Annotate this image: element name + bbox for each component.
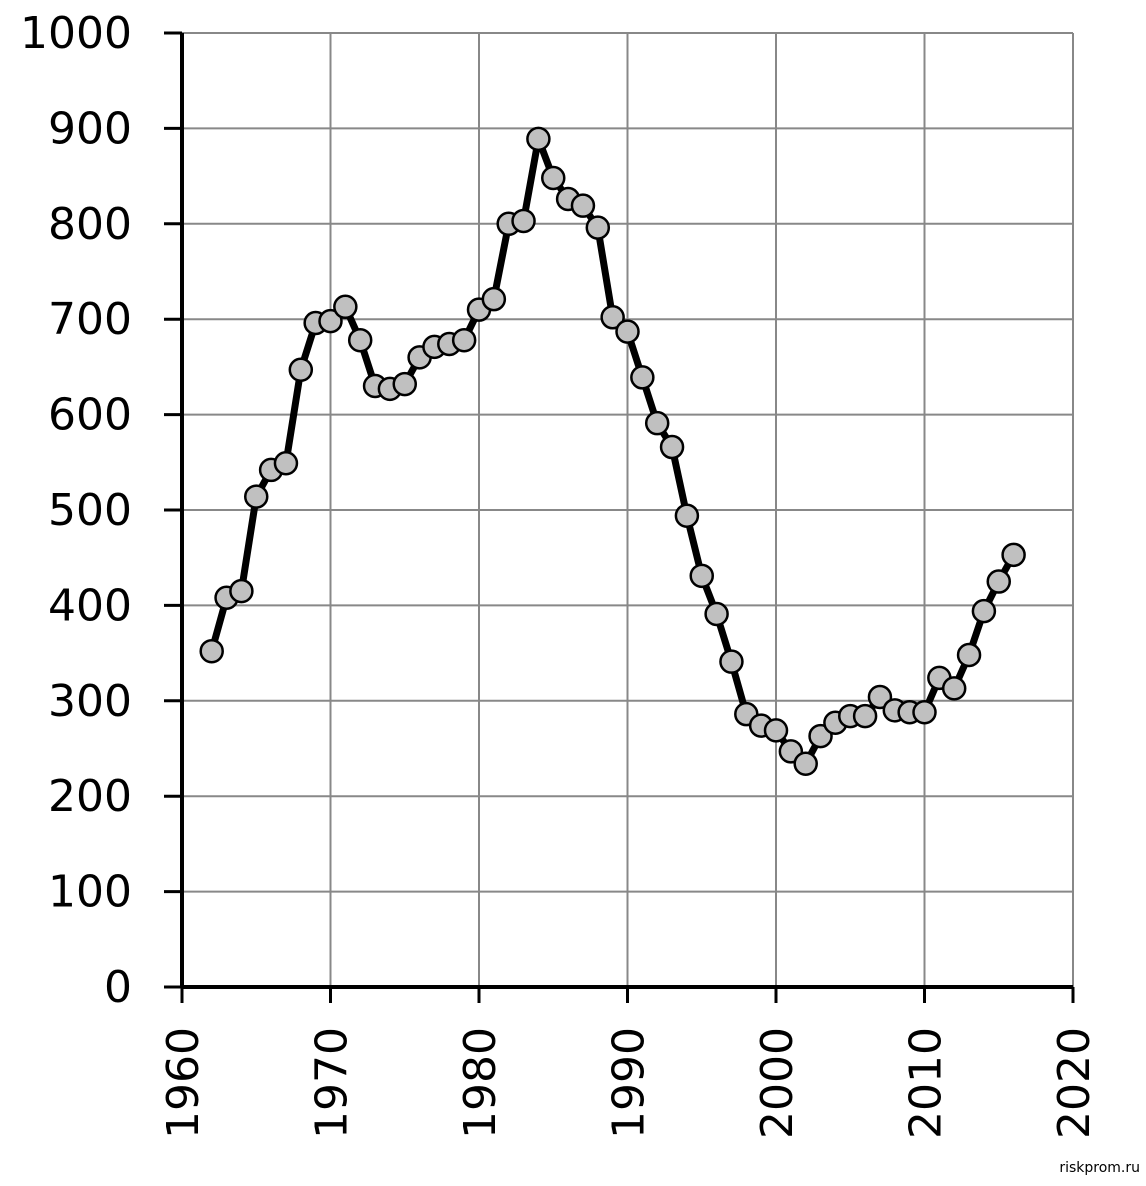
point bbox=[986, 569, 1011, 594]
point bbox=[244, 484, 269, 509]
point bbox=[229, 578, 254, 604]
point bbox=[659, 434, 685, 460]
y-tick-label: 200 bbox=[48, 771, 132, 822]
point bbox=[704, 601, 729, 627]
point bbox=[763, 718, 789, 743]
point bbox=[333, 294, 358, 320]
y-tick-label: 100 bbox=[48, 867, 132, 918]
watermark: riskprom.ru bbox=[1059, 1160, 1140, 1176]
point bbox=[570, 193, 596, 218]
point bbox=[511, 208, 536, 234]
y-tick-label: 500 bbox=[48, 485, 132, 536]
point bbox=[674, 503, 700, 528]
point bbox=[451, 327, 477, 353]
point bbox=[541, 165, 566, 191]
x-tick-label: 1990 bbox=[604, 1027, 655, 1139]
y-tick-label: 300 bbox=[48, 676, 132, 727]
point bbox=[526, 126, 551, 152]
y-tick-label: 0 bbox=[104, 962, 132, 1013]
x-tick-label: 1980 bbox=[455, 1027, 506, 1139]
point bbox=[585, 215, 611, 240]
y-tick-label: 600 bbox=[48, 390, 132, 441]
point bbox=[199, 638, 224, 664]
point bbox=[1001, 542, 1026, 568]
x-tick-label: 2000 bbox=[752, 1027, 803, 1139]
point bbox=[273, 451, 299, 476]
point bbox=[630, 365, 655, 390]
point bbox=[318, 308, 343, 334]
point bbox=[793, 751, 818, 777]
x-tick-label: 2020 bbox=[1049, 1027, 1100, 1139]
point bbox=[288, 357, 314, 383]
point bbox=[644, 410, 670, 436]
y-tick-label: 1000 bbox=[20, 8, 132, 59]
point bbox=[600, 305, 625, 330]
point bbox=[689, 563, 714, 589]
y-tick-label: 700 bbox=[48, 294, 132, 345]
point bbox=[852, 703, 878, 729]
x-tick-label: 2010 bbox=[901, 1027, 952, 1139]
y-tick-label: 900 bbox=[48, 103, 132, 154]
point bbox=[481, 286, 507, 312]
x-tick-label: 1960 bbox=[158, 1027, 209, 1139]
point bbox=[912, 699, 937, 725]
point bbox=[941, 676, 967, 701]
y-tick-label: 400 bbox=[48, 580, 132, 631]
x-tick-label: 1970 bbox=[307, 1027, 358, 1139]
point bbox=[615, 319, 640, 344]
point bbox=[347, 327, 373, 353]
y-tick-label: 800 bbox=[48, 199, 132, 250]
point bbox=[971, 598, 997, 624]
point bbox=[719, 649, 744, 674]
point bbox=[392, 371, 417, 397]
point bbox=[956, 642, 982, 668]
line bbox=[208, 135, 1017, 768]
